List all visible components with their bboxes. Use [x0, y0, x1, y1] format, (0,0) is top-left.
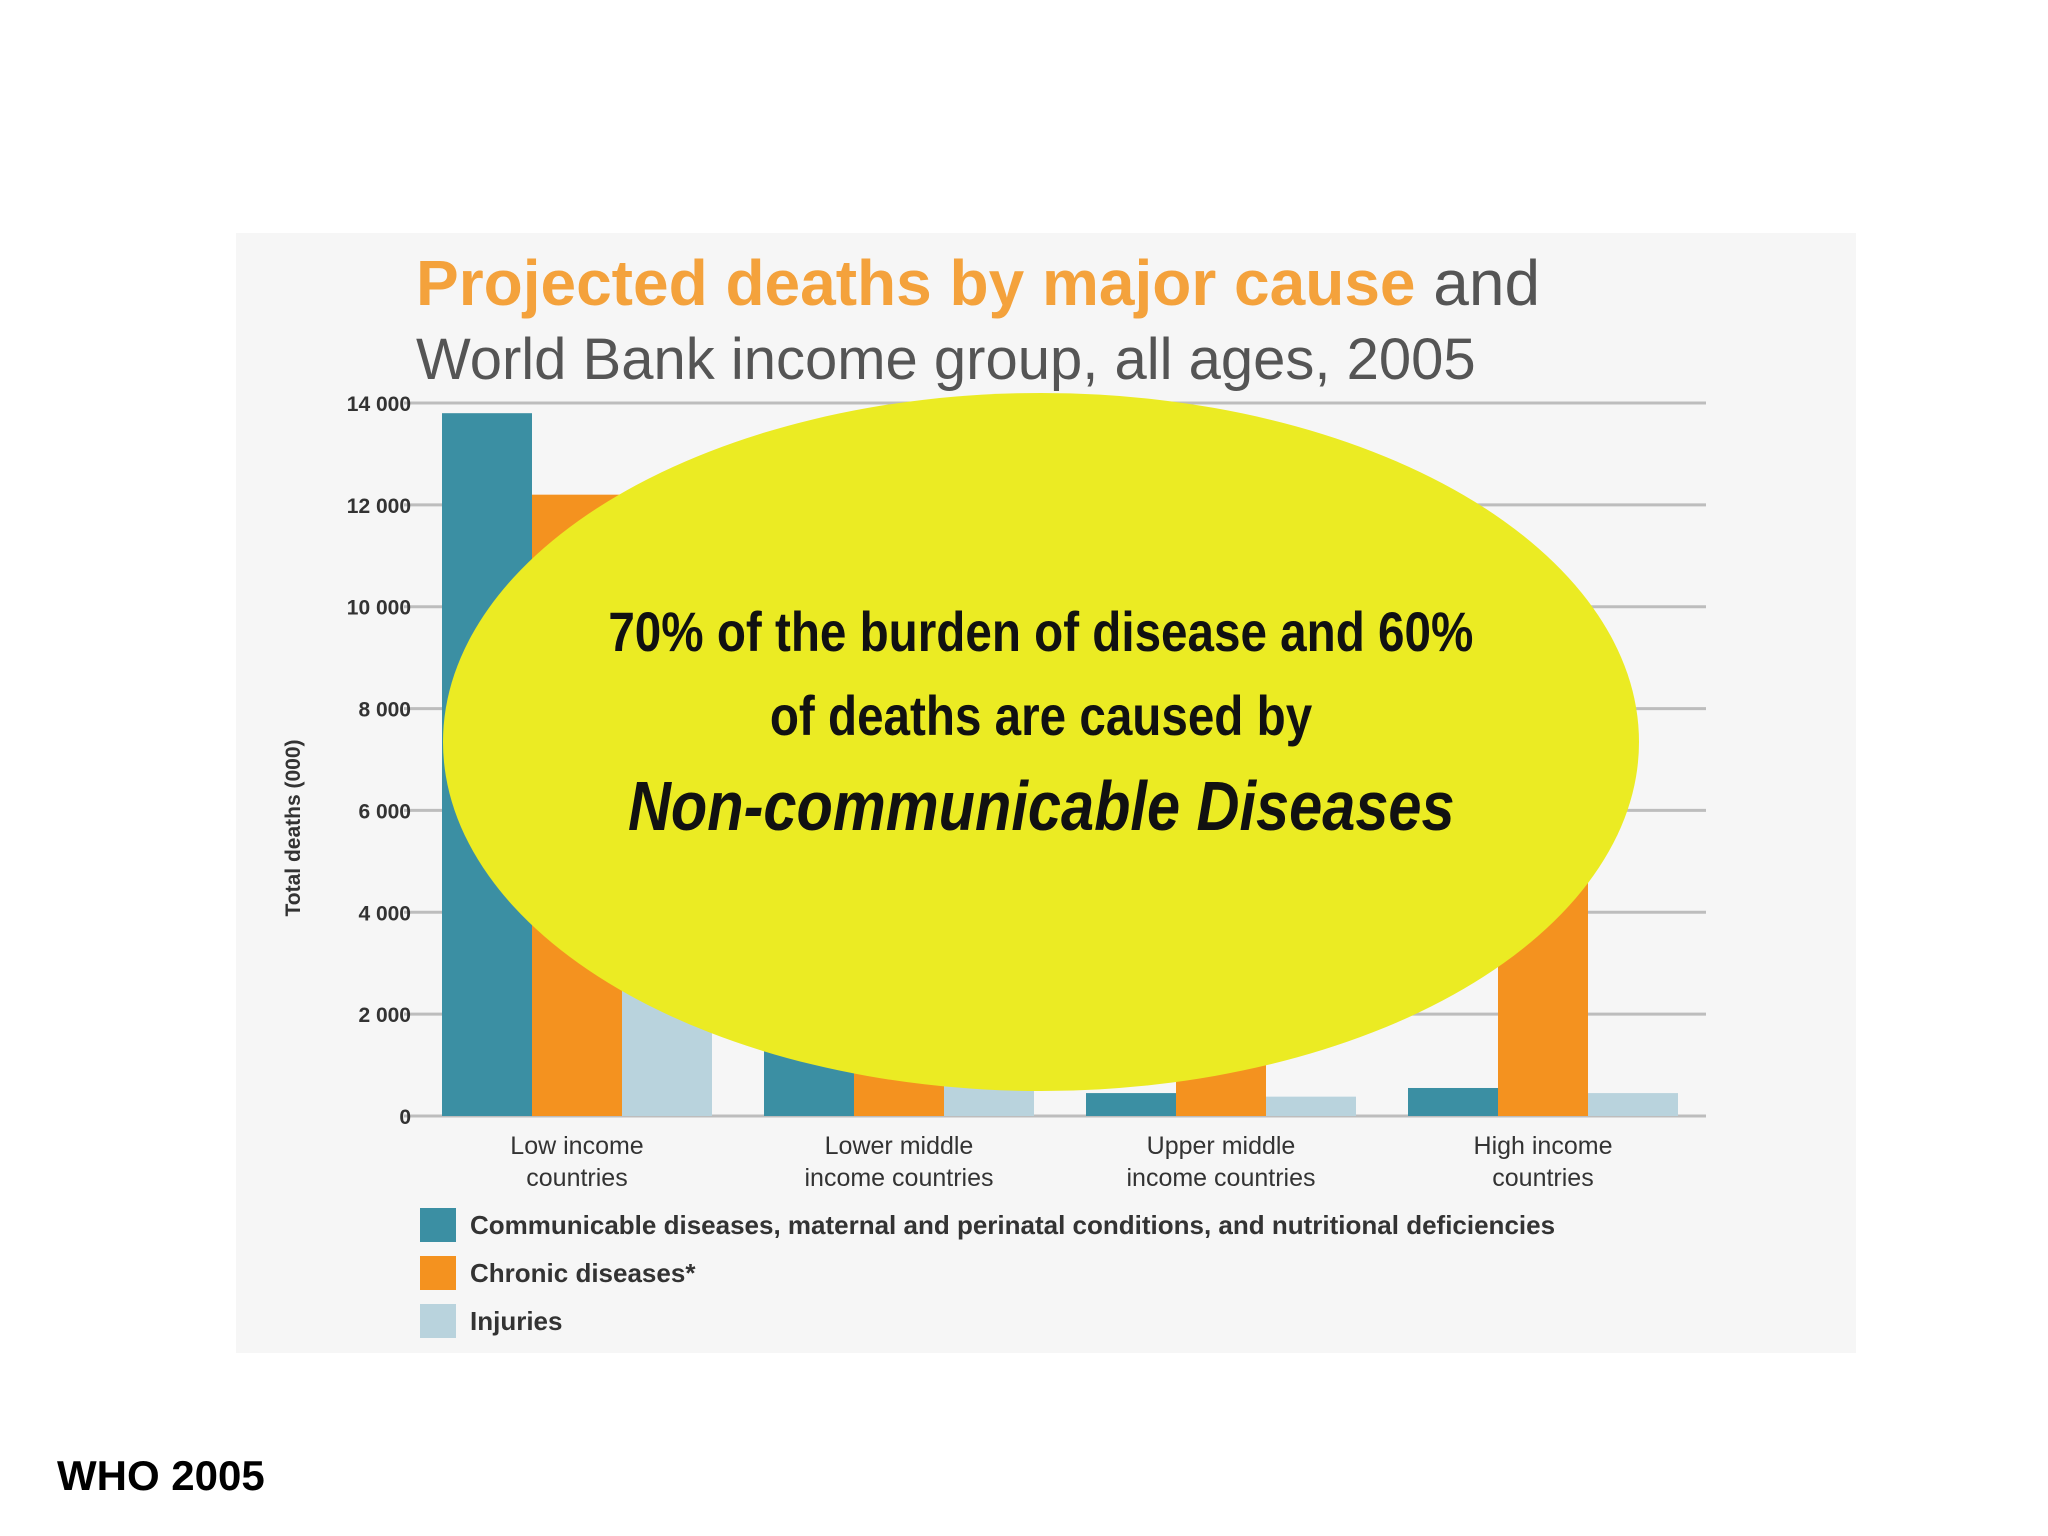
y-tick-label: 6 000: [358, 800, 411, 823]
legend-label: Communicable diseases, maternal and peri…: [470, 1210, 1555, 1240]
callout-line-2: of deaths are caused by: [769, 684, 1313, 747]
y-tick-labels: 0 2 000 4 000 6 000 8 000 10 000 12 000 14 000: [347, 393, 411, 1129]
y-tick-label: 14 000: [347, 393, 411, 416]
bar: [1266, 1096, 1356, 1116]
chart-subtitle: World Bank income group, all ages, 2005: [416, 327, 1476, 392]
legend: Communicable diseases, maternal and peri…: [420, 1208, 1555, 1338]
legend-label: Injuries: [470, 1306, 562, 1336]
bar: [1086, 1093, 1176, 1116]
x-tick-label: income countries: [1127, 1164, 1316, 1192]
y-axis-label: Total deaths (000): [282, 740, 305, 917]
x-tick-labels: Low income countries Lower middle income co…: [510, 1132, 1612, 1192]
legend-label: Chronic diseases*: [470, 1258, 696, 1288]
y-tick-label: 12 000: [347, 495, 411, 518]
bar: [1588, 1093, 1678, 1116]
legend-swatch: [420, 1208, 456, 1242]
chart-title: Projected deaths by major cause and: [416, 247, 1540, 319]
x-tick-label: income countries: [805, 1164, 994, 1192]
bar: [1408, 1087, 1498, 1116]
x-tick-label: Low income: [510, 1132, 643, 1160]
x-tick-label: Upper middle: [1147, 1132, 1296, 1160]
y-tick-label: 0: [399, 1106, 411, 1129]
callout-line-1: 70% of the burden of disease and 60%: [608, 600, 1474, 663]
x-tick-label: countries: [1492, 1164, 1593, 1192]
y-tick-label: 2 000: [358, 1004, 411, 1027]
x-tick-label: countries: [526, 1164, 627, 1192]
source-credit: WHO 2005: [57, 1452, 265, 1499]
callout-emphasis: Non-communicable Diseases: [627, 767, 1455, 845]
x-tick-label: Lower middle: [825, 1132, 974, 1160]
y-tick-label: 4 000: [358, 902, 411, 925]
y-tick-label: 8 000: [358, 699, 411, 722]
callout-ellipse: 70% of the burden of disease and 60% of …: [443, 393, 1639, 1091]
y-tick-label: 10 000: [347, 597, 411, 620]
x-tick-label: High income: [1474, 1132, 1613, 1160]
legend-swatch: [420, 1304, 456, 1338]
legend-swatch: [420, 1256, 456, 1290]
